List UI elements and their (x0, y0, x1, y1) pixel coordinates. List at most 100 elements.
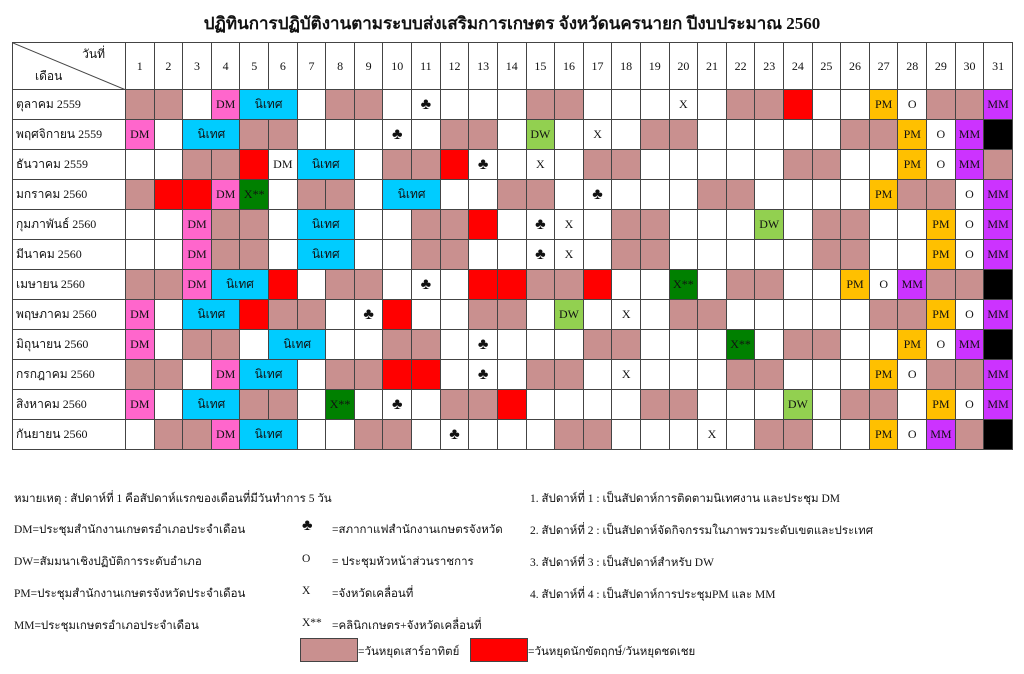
day-cell (582, 239, 613, 270)
day-cell (182, 179, 212, 210)
day-cell (554, 389, 584, 420)
day-cell (811, 269, 842, 300)
day-cell (496, 179, 527, 210)
activity-cell: O (954, 179, 985, 210)
abbreviation: DW=สัมมนาเชิงปฏิบัติการระดับอำเภอ (14, 556, 202, 568)
day-cell (496, 419, 527, 450)
day-cell (983, 329, 1013, 360)
activity-cell: นิเทศ (182, 389, 241, 420)
day-cell (611, 149, 641, 180)
day-cell (983, 269, 1013, 300)
activity-cell: ♣ (582, 179, 613, 210)
day-cell (725, 419, 756, 450)
day-cell (983, 119, 1013, 150)
title: ปฏิทินการปฏิบัติงานตามระบบส่งเสริมการเกษ… (203, 14, 821, 33)
month-name: มีนาคม 2560 (12, 239, 126, 270)
day-cell (668, 359, 699, 390)
day-cell (611, 89, 641, 120)
activity-cell: DM (125, 329, 155, 360)
day-cell (697, 89, 727, 120)
day-cell (325, 329, 355, 360)
day-cell (582, 269, 613, 300)
day-cell (582, 299, 613, 330)
month-row: มิถุนายน 2560 DM นิเทศ ♣ X** PM O MM (12, 329, 1013, 360)
day-cell (525, 419, 556, 450)
month-row: มกราคม 2560 DM X** นิเทศ ♣ PM O MM (12, 179, 1013, 210)
day-number: 3 (182, 42, 212, 90)
day-cell (954, 359, 985, 390)
activity-cell: DW (525, 119, 556, 150)
day-cell (268, 179, 298, 210)
day-cell (897, 179, 928, 210)
activity-cell: PM (868, 419, 899, 450)
day-cell (382, 359, 413, 390)
day-cell (754, 239, 785, 270)
day-cell (554, 269, 584, 300)
month-name: มกราคม 2560 (12, 179, 126, 210)
activity-cell: ♣ (382, 389, 413, 420)
day-cell (783, 179, 813, 210)
day-number: 13 (468, 42, 498, 90)
day-cell (268, 209, 298, 240)
day-cell (468, 179, 498, 210)
activity-cell: นิเทศ (182, 119, 241, 150)
month-row: มีนาคม 2560 DM นิเทศ ♣ X PM O MM (12, 239, 1013, 270)
month-name: เมษายน 2560 (12, 269, 126, 300)
activity-cell: MM (983, 239, 1013, 270)
day-cell (325, 299, 355, 330)
activity-cell: PM (926, 239, 956, 270)
day-cell (725, 209, 756, 240)
activity-cell: ♣ (525, 239, 556, 270)
day-cell (153, 299, 184, 330)
day-cell (153, 89, 184, 120)
day-cell (697, 239, 727, 270)
day-cell (210, 149, 241, 180)
day-cell (725, 239, 756, 270)
day-cell (411, 329, 441, 360)
day-label: วันที่ (82, 47, 105, 61)
day-number: 28 (897, 42, 928, 90)
activity-cell: ♣ (525, 209, 556, 240)
day-cell (868, 389, 899, 420)
day-number: 19 (639, 42, 670, 90)
activity-cell: DM (210, 179, 241, 210)
weekend-note: =วันหยุดเสาร์อาทิตย์ (358, 646, 460, 658)
day-cell (668, 209, 699, 240)
activity-cell: DM (210, 359, 241, 390)
day-cell (554, 179, 584, 210)
activity-cell: ♣ (468, 359, 498, 390)
day-cell (668, 179, 699, 210)
day-cell (697, 269, 727, 300)
activity-cell: นิเทศ (239, 89, 298, 120)
day-cell (840, 89, 870, 120)
week-note: 1. สัปดาห์ที่ 1 : เป็นสัปดาห์การติดตามนิ… (530, 493, 840, 505)
day-cell (868, 329, 899, 360)
day-cell (496, 269, 527, 300)
day-cell (353, 269, 384, 300)
day-number: 21 (697, 42, 727, 90)
day-cell (496, 359, 527, 390)
activity-cell: ♣ (411, 269, 441, 300)
day-cell (382, 299, 413, 330)
month-row: กรกฎาคม 2560 DM นิเทศ ♣ X PM O MM (12, 359, 1013, 390)
activity-cell: O (926, 329, 956, 360)
activity-cell: O (954, 299, 985, 330)
day-cell (811, 89, 842, 120)
day-cell (897, 299, 928, 330)
day-number: 16 (554, 42, 584, 90)
day-cell (382, 149, 413, 180)
day-cell (611, 209, 641, 240)
day-cell (754, 299, 785, 330)
day-cell (153, 209, 184, 240)
day-cell (697, 149, 727, 180)
day-cell (353, 89, 384, 120)
month-label: เดือน (35, 69, 63, 83)
activity-cell: X (668, 89, 699, 120)
day-cell (639, 419, 670, 450)
day-cell (611, 269, 641, 300)
day-number: 7 (296, 42, 327, 90)
day-cell (125, 179, 155, 210)
day-cell (783, 209, 813, 240)
day-cell (639, 389, 670, 420)
